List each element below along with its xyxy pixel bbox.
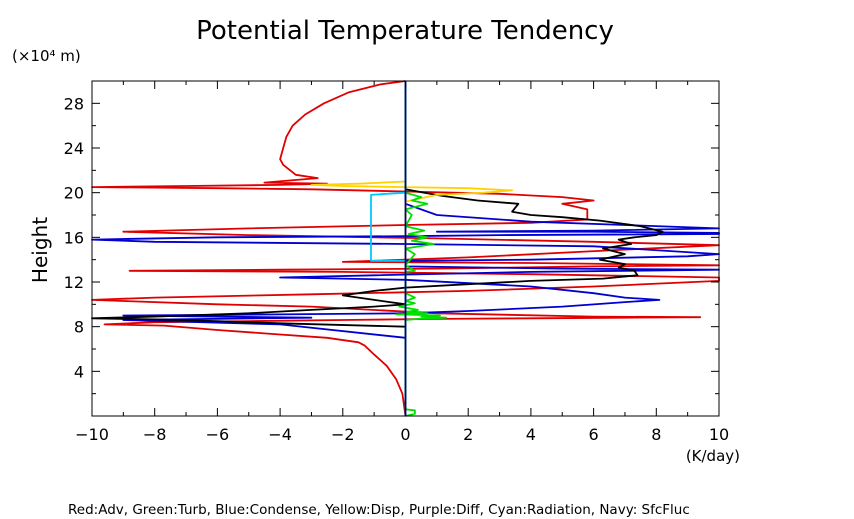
x-axis-unit: (K/day)	[686, 447, 740, 465]
y-tick-label: 4	[74, 362, 84, 381]
y-tick-label: 24	[64, 139, 84, 158]
x-tick-label: −8	[143, 425, 167, 444]
x-tick-label: 6	[589, 425, 599, 444]
x-tick-label: −2	[331, 425, 355, 444]
series-line-3	[91, 81, 664, 416]
y-tick-label: 16	[64, 228, 84, 247]
chart-title: Potential Temperature Tendency	[196, 16, 614, 46]
series-line-5	[370, 81, 407, 416]
y-axis-unit: (×10⁴ m)	[12, 47, 81, 65]
legend-text: Red:Adv, Green:Turb, Blue:Condense, Yell…	[68, 502, 690, 518]
series-layer	[91, 80, 720, 417]
x-tick-label: −6	[206, 425, 230, 444]
series-line-4	[310, 81, 513, 416]
series-line-6	[395, 81, 448, 417]
x-tick-label: −4	[268, 425, 292, 444]
x-tick-label: 0	[400, 425, 410, 444]
y-tick-label: 20	[64, 184, 84, 203]
x-tick-label: 8	[651, 425, 661, 444]
y-tick-label: 8	[74, 318, 84, 337]
y-axis-label: Height	[28, 217, 52, 283]
x-tick-label: 4	[526, 425, 536, 444]
x-tick-label: 2	[463, 425, 473, 444]
y-tick-label: 12	[64, 273, 84, 292]
x-tick-label: 10	[709, 425, 729, 444]
y-tick-label: 28	[64, 94, 84, 113]
x-tick-label: −10	[75, 425, 109, 444]
